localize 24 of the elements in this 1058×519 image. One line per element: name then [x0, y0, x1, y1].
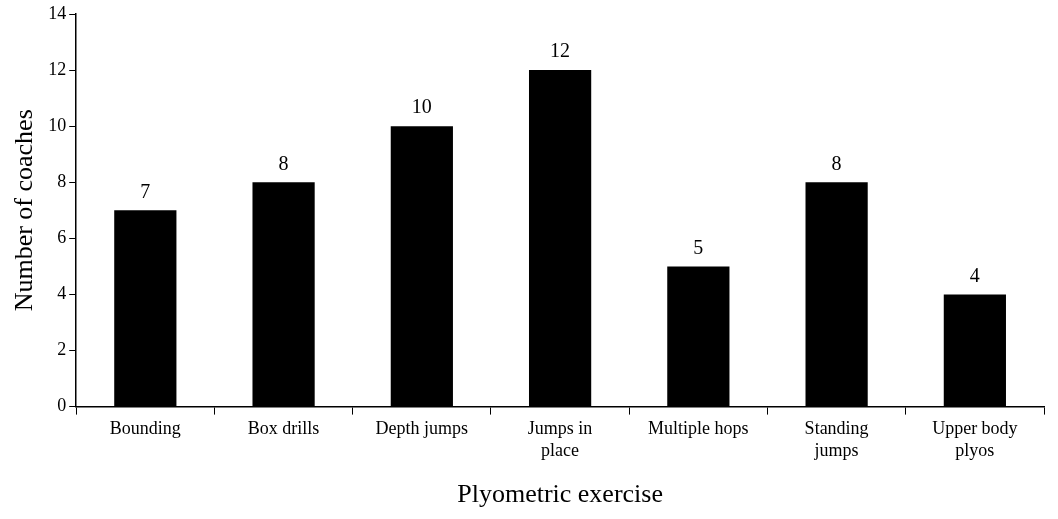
- data-label: 12: [550, 39, 571, 62]
- x-tick-label: Bounding: [109, 418, 181, 439]
- x-axis-title: Plyometric exercise: [457, 479, 663, 509]
- y-tick-label: 10: [48, 114, 67, 135]
- y-tick-label: 14: [48, 2, 67, 23]
- x-tick-label: Depth jumps: [375, 418, 469, 439]
- x-tick-label: Standing jumps: [804, 418, 869, 460]
- x-tick-label: Box drills: [247, 418, 320, 439]
- data-label: 10: [411, 95, 432, 118]
- y-tick-label: 0: [57, 395, 67, 416]
- x-tick-label: Upper body plyos: [932, 418, 1018, 460]
- data-label: 8: [831, 151, 842, 174]
- y-tick-label: 4: [57, 283, 67, 304]
- x-tick-label: Jumps in place: [527, 418, 593, 460]
- y-tick-label: 2: [57, 339, 67, 360]
- data-label: 7: [140, 179, 151, 202]
- data-label: 4: [969, 263, 980, 286]
- y-tick-label: 12: [48, 58, 67, 79]
- y-axis-title: Number of coaches: [9, 109, 39, 312]
- y-tick-label: 8: [57, 170, 67, 191]
- x-tick-label: Multiple hops: [648, 418, 749, 439]
- y-tick-label: 6: [57, 227, 67, 248]
- data-label: 5: [693, 235, 704, 258]
- data-label: 8: [278, 151, 289, 174]
